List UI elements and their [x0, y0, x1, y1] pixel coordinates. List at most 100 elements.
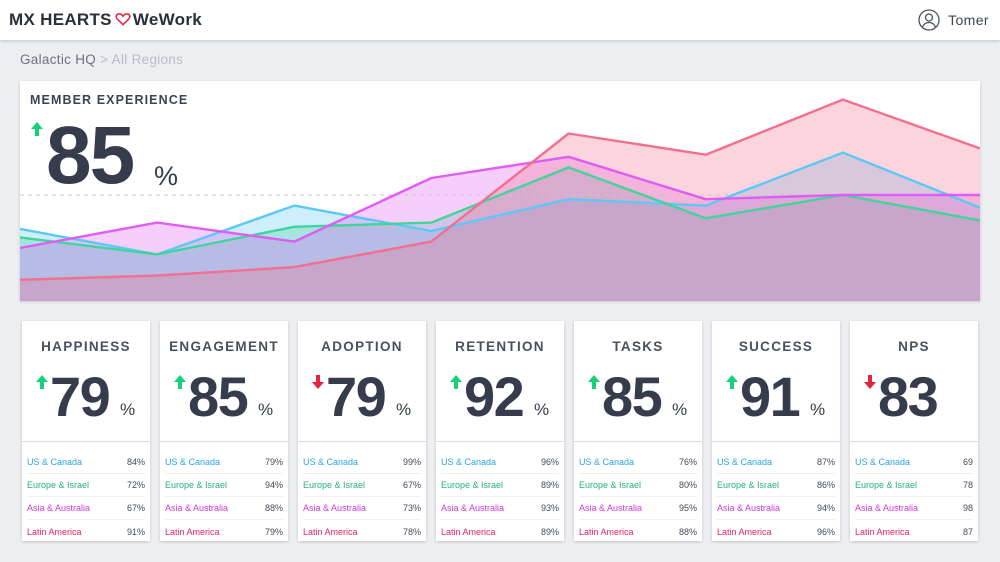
- region-row: US & Canada 87%: [717, 451, 835, 474]
- trend-down-arrow-icon: [312, 375, 324, 389]
- region-row: US & Canada 69: [855, 451, 973, 474]
- region-label: Asia & Australia: [579, 503, 643, 513]
- region-row: Latin America 78%: [303, 520, 421, 543]
- region-breakdown: US & Canada 79% Europe & Israel 94% Asia & A…: [165, 451, 283, 543]
- region-value: 93%: [540, 503, 559, 513]
- series-area-europe-israel: [20, 167, 980, 301]
- region-row: US & Canada 84%: [27, 451, 145, 474]
- card-metric: 91%: [712, 369, 840, 429]
- region-value: 96%: [540, 457, 559, 467]
- breadcrumb: Galactic HQ > All Regions: [20, 52, 183, 67]
- region-row: Latin America 89%: [441, 520, 559, 543]
- region-label: Asia & Australia: [165, 503, 229, 513]
- region-row: Europe & Israel 94%: [165, 474, 283, 497]
- region-label: US & Canada: [165, 457, 221, 467]
- region-value: 67%: [402, 480, 421, 490]
- region-label: US & Canada: [27, 457, 83, 467]
- card-unit: %: [534, 400, 550, 419]
- card-score: 83: [878, 365, 939, 428]
- region-label: Asia & Australia: [717, 503, 781, 513]
- card-divider: [850, 441, 978, 442]
- region-label: Europe & Israel: [855, 480, 918, 490]
- series-line-asia-australia[interactable]: [20, 155, 980, 250]
- region-breakdown: US & Canada 84% Europe & Israel 72% Asia & A…: [27, 451, 145, 543]
- card-unit: %: [396, 400, 412, 419]
- region-value: 87%: [816, 457, 835, 467]
- card-score: 91: [740, 365, 801, 428]
- region-label: Asia & Australia: [441, 503, 505, 513]
- region-row: Latin America 91%: [27, 520, 145, 543]
- region-label: Asia & Australia: [855, 503, 919, 513]
- region-row: US & Canada 79%: [165, 451, 283, 474]
- card-title: SUCCESS: [738, 339, 814, 354]
- region-label: Latin America: [27, 526, 82, 537]
- card-divider: [160, 441, 288, 442]
- region-value: 99%: [402, 457, 421, 467]
- region-row: Europe & Israel 78: [855, 474, 973, 497]
- region-label: Europe & Israel: [27, 480, 90, 490]
- card-metric: 79%: [22, 369, 150, 429]
- region-row: US & Canada 99%: [303, 451, 421, 474]
- region-row: Asia & Australia 98: [855, 497, 973, 520]
- user-avatar-icon: [918, 9, 940, 31]
- breadcrumb-current: Galactic HQ: [20, 52, 97, 67]
- region-breakdown: US & Canada 76% Europe & Israel 80% Asia & A…: [579, 451, 697, 543]
- metric-card-nps[interactable]: NPS 83 US & Canada 69 Europe & Israel 78 Asia …: [850, 321, 978, 541]
- metric-card-tasks[interactable]: TASKS 85% US & Canada 76% Europe & Israel 80%…: [574, 321, 702, 541]
- user-name: Tomer: [948, 12, 989, 28]
- region-row: Europe & Israel 67%: [303, 474, 421, 497]
- breadcrumb-all-regions[interactable]: All Regions: [111, 52, 184, 67]
- region-breakdown: US & Canada 99% Europe & Israel 67% Asia & A…: [303, 451, 421, 543]
- card-unit: %: [672, 400, 688, 419]
- region-row: Europe & Israel 72%: [27, 474, 145, 497]
- region-value: 94%: [264, 480, 283, 490]
- region-value: 78%: [402, 526, 421, 537]
- region-label: Latin America: [855, 526, 910, 537]
- heart-icon: [115, 13, 131, 26]
- metric-card-happiness[interactable]: HAPPINESS 79% US & Canada 84% Europe & Israe…: [22, 321, 150, 541]
- brand-logo[interactable]: MX HEARTS WeWork: [9, 10, 202, 30]
- region-breakdown: US & Canada 96% Europe & Israel 89% Asia & A…: [441, 451, 559, 543]
- region-row: Asia & Australia 93%: [441, 497, 559, 520]
- user-menu[interactable]: Tomer: [918, 9, 989, 31]
- region-row: US & Canada 76%: [579, 451, 697, 474]
- region-breakdown: US & Canada 69 Europe & Israel 78 Asia & Aus…: [855, 451, 973, 543]
- region-row: Latin America 87: [855, 520, 973, 543]
- card-title: RETENTION: [455, 339, 545, 354]
- card-metric: 79%: [298, 369, 426, 429]
- region-row: Latin America 79%: [165, 520, 283, 543]
- region-value: 96%: [816, 526, 835, 537]
- series-line-us-canada[interactable]: [20, 151, 980, 256]
- metric-card-engagement[interactable]: ENGAGEMENT 85% US & Canada 79% Europe & Isra…: [160, 321, 288, 541]
- card-unit: %: [810, 400, 826, 419]
- region-label: US & Canada: [855, 457, 911, 467]
- metric-card-adoption[interactable]: ADOPTION 79% US & Canada 99% Europe & Israel…: [298, 321, 426, 541]
- region-value: 87: [962, 526, 973, 537]
- region-row: Europe & Israel 89%: [441, 474, 559, 497]
- metric-card-retention[interactable]: RETENTION 92% US & Canada 96% Europe & Israe…: [436, 321, 564, 541]
- member-experience-panel: MEMBER EXPERIENCE 85 %: [20, 81, 980, 301]
- region-row: Asia & Australia 88%: [165, 497, 283, 520]
- hero-title: MEMBER EXPERIENCE: [30, 93, 189, 107]
- card-title: ADOPTION: [321, 339, 403, 354]
- region-label: Europe & Israel: [717, 480, 780, 490]
- region-value: 76%: [678, 457, 697, 467]
- series-line-europe-israel[interactable]: [20, 166, 980, 256]
- region-value: 95%: [678, 503, 697, 513]
- series-area-asia-australia: [20, 156, 980, 301]
- hero-score: 85: [46, 110, 135, 201]
- region-row: Asia & Australia 67%: [27, 497, 145, 520]
- series-line-latin-america[interactable]: [20, 98, 980, 281]
- card-metric: 85%: [160, 369, 288, 429]
- region-row: US & Canada 96%: [441, 451, 559, 474]
- metric-card-success[interactable]: SUCCESS 91% US & Canada 87% Europe & Israel 8…: [712, 321, 840, 541]
- region-value: 86%: [816, 480, 835, 490]
- series-area-latin-america: [20, 99, 980, 301]
- region-label: Asia & Australia: [303, 503, 367, 513]
- breadcrumb-separator: >: [100, 52, 109, 67]
- card-unit: %: [120, 400, 136, 419]
- region-label: US & Canada: [441, 457, 497, 467]
- region-row: Asia & Australia 95%: [579, 497, 697, 520]
- card-score: 79: [50, 365, 111, 428]
- region-value: 69: [962, 457, 973, 467]
